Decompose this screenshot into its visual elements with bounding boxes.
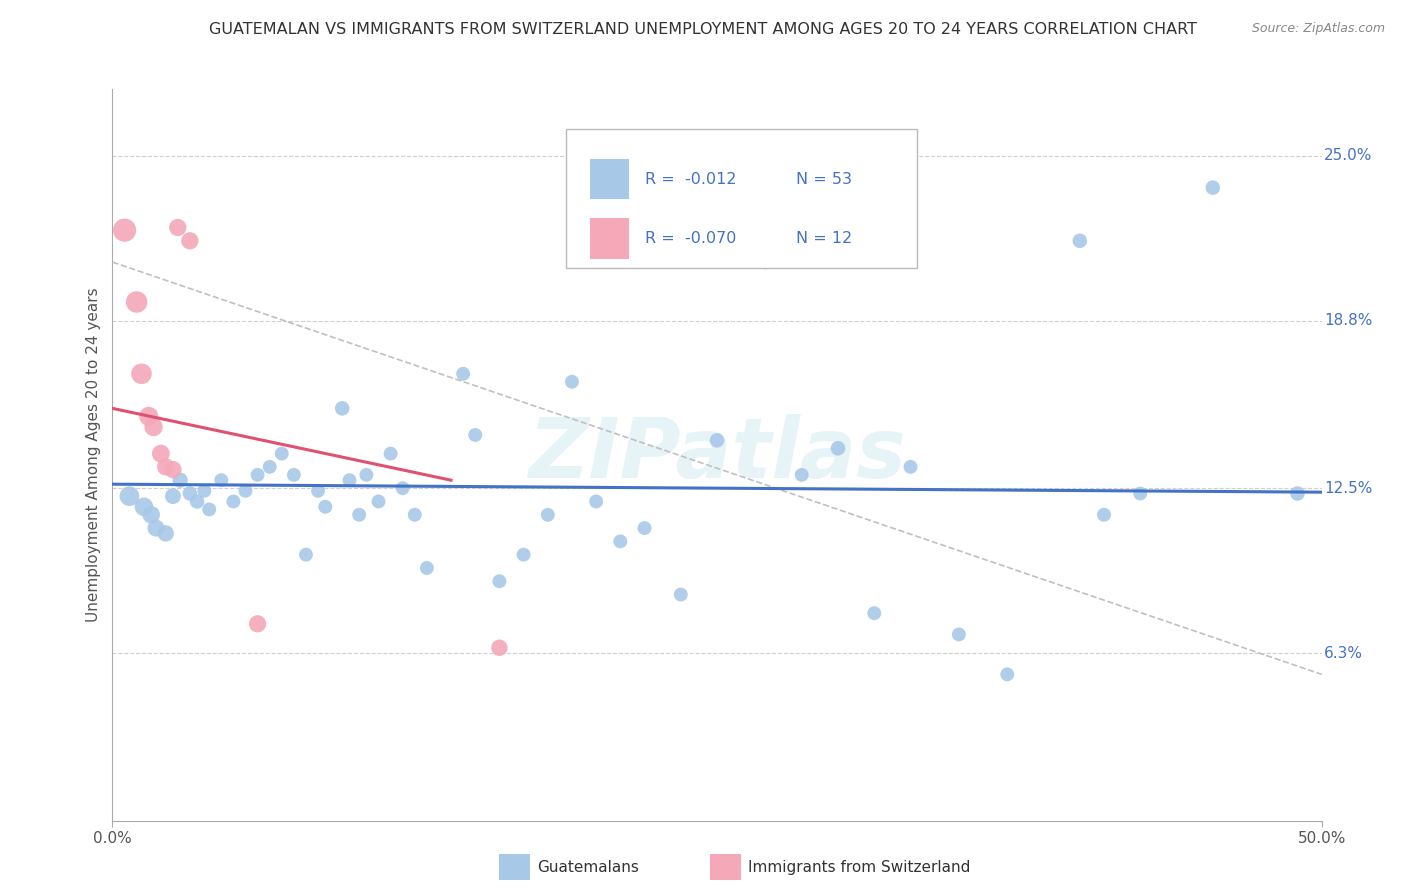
Point [222, 494, 245, 508]
Point [451, 367, 474, 381]
Point [114, 223, 136, 237]
Point [138, 409, 160, 424]
Point [464, 428, 486, 442]
Text: 25.0%: 25.0% [1324, 148, 1372, 163]
Point [198, 502, 221, 516]
Point [339, 473, 361, 487]
Point [995, 667, 1018, 681]
Point [827, 442, 849, 456]
Point [347, 508, 370, 522]
Text: GUATEMALAN VS IMMIGRANTS FROM SWITZERLAND UNEMPLOYMENT AMONG AGES 20 TO 24 YEARS: GUATEMALAN VS IMMIGRANTS FROM SWITZERLAN… [209, 22, 1197, 37]
Point [155, 526, 177, 541]
Text: 12.5%: 12.5% [1324, 481, 1372, 496]
Point [863, 606, 886, 620]
Point [706, 434, 728, 448]
Point [186, 494, 208, 508]
Point [145, 521, 167, 535]
Text: Source: ZipAtlas.com: Source: ZipAtlas.com [1251, 22, 1385, 36]
Text: R =  -0.012: R = -0.012 [644, 171, 735, 186]
Point [585, 494, 607, 508]
Point [246, 616, 269, 631]
Point [162, 462, 184, 476]
Text: R =  -0.070: R = -0.070 [644, 231, 735, 246]
Point [488, 640, 510, 655]
Point [295, 548, 318, 562]
Point [512, 548, 534, 562]
Point [162, 489, 184, 503]
Point [561, 375, 583, 389]
Point [356, 467, 378, 482]
Point [1069, 234, 1091, 248]
Point [131, 367, 153, 381]
Point [166, 220, 188, 235]
Point [259, 459, 281, 474]
Bar [591, 219, 628, 259]
Text: N = 12: N = 12 [796, 231, 852, 246]
Point [900, 459, 922, 474]
Point [179, 486, 201, 500]
Point [142, 420, 165, 434]
Y-axis label: Unemployment Among Ages 20 to 24 years: Unemployment Among Ages 20 to 24 years [86, 287, 101, 623]
Text: 6.3%: 6.3% [1324, 646, 1362, 661]
Point [367, 494, 389, 508]
Point [488, 574, 510, 589]
Point [235, 483, 257, 498]
Point [948, 627, 970, 641]
Point [416, 561, 439, 575]
Point [179, 234, 201, 248]
Point [307, 483, 329, 498]
Text: 18.8%: 18.8% [1324, 313, 1372, 328]
Point [141, 508, 163, 522]
Point [633, 521, 655, 535]
Point [1129, 486, 1152, 500]
Point [125, 295, 148, 310]
Point [193, 483, 215, 498]
Text: Immigrants from Switzerland: Immigrants from Switzerland [748, 860, 970, 874]
Point [391, 481, 413, 495]
Point [669, 588, 692, 602]
Point [270, 447, 292, 461]
Point [209, 473, 232, 487]
Point [169, 473, 191, 487]
Point [118, 489, 141, 503]
Text: N = 53: N = 53 [796, 171, 852, 186]
Point [314, 500, 336, 514]
Point [790, 467, 813, 482]
Point [754, 255, 776, 269]
Point [1202, 180, 1225, 194]
Text: ZIPatlas: ZIPatlas [529, 415, 905, 495]
Point [330, 401, 353, 416]
Point [1286, 486, 1309, 500]
Point [1092, 508, 1115, 522]
Point [404, 508, 426, 522]
FancyBboxPatch shape [565, 129, 917, 268]
Point [149, 447, 172, 461]
Point [132, 500, 155, 514]
Bar [591, 159, 628, 199]
Point [155, 459, 177, 474]
Point [537, 508, 560, 522]
Point [246, 467, 269, 482]
Point [609, 534, 631, 549]
Point [380, 447, 402, 461]
Point [283, 467, 305, 482]
Text: Guatemalans: Guatemalans [537, 860, 638, 874]
